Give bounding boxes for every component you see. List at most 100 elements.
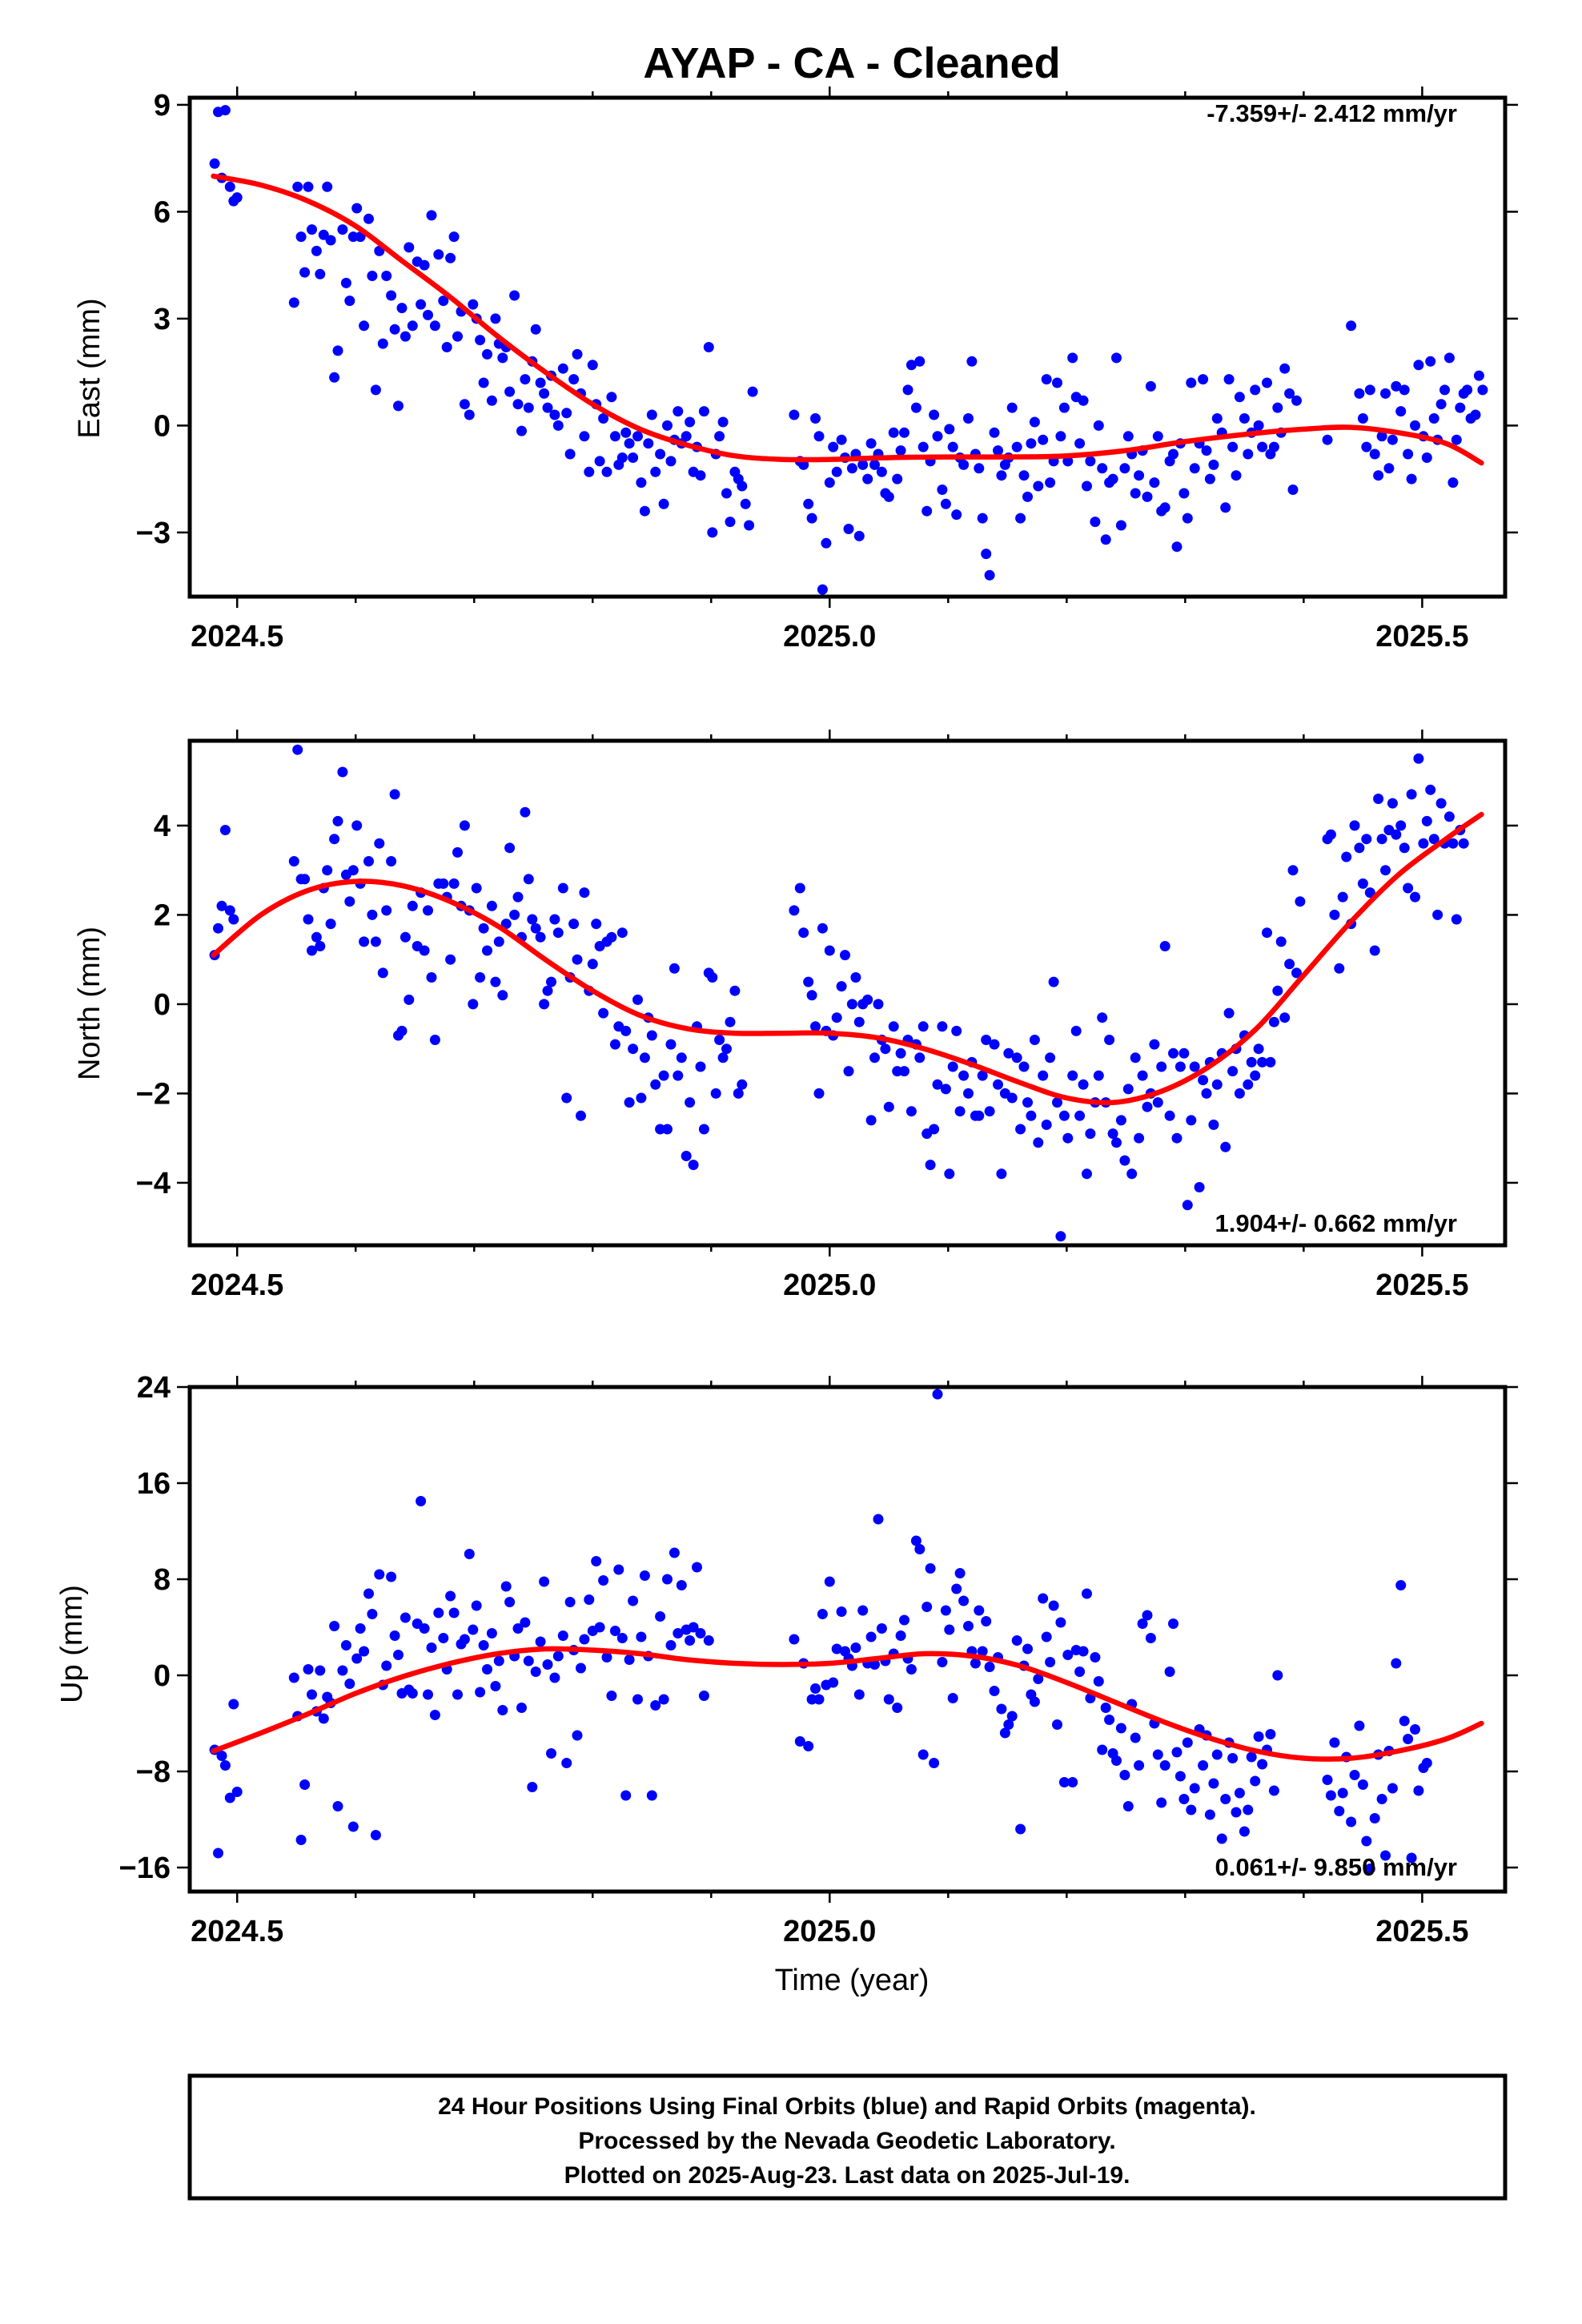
east-data-point [1234, 392, 1245, 403]
up-data-point [1325, 1790, 1336, 1801]
east-data-point [958, 459, 970, 470]
north-data-point [224, 905, 235, 916]
north-data-point [1104, 1035, 1115, 1045]
north-data-point [650, 1079, 661, 1090]
east-data-point [1257, 441, 1268, 452]
up-data-point [523, 1655, 534, 1667]
east-data-point [681, 431, 692, 442]
up-data-point [1115, 1723, 1126, 1734]
north-data-point [1421, 815, 1432, 826]
up-data-point [539, 1576, 550, 1587]
north-data-point [1208, 1120, 1219, 1130]
up-data-point [1152, 1749, 1163, 1760]
up-data-point [632, 1694, 643, 1705]
north-data-point [843, 1066, 854, 1077]
north-data-point [1134, 1132, 1145, 1144]
east-data-point [984, 569, 995, 581]
up-data-point [1265, 1729, 1276, 1739]
north-data-point [673, 1070, 684, 1081]
up-data-point [216, 1751, 227, 1761]
east-data-point [1369, 448, 1380, 460]
up-data-point [1413, 1785, 1424, 1796]
north-data-point [609, 1039, 620, 1050]
up-data-point [824, 1576, 835, 1587]
up-data-point [1208, 1778, 1219, 1789]
up-y-tick-label: −8 [136, 1755, 171, 1789]
east-data-point [1208, 459, 1219, 470]
north-data-point [213, 923, 223, 934]
north-data-point [1432, 909, 1443, 920]
east-data-point [303, 181, 314, 192]
east-data-point [568, 374, 580, 385]
up-data-point [459, 1634, 470, 1645]
north-data-point [363, 856, 374, 866]
up-data-point [806, 1694, 817, 1705]
east-data-point [426, 210, 437, 221]
up-data-point [1074, 1667, 1086, 1677]
east-data-point [509, 290, 520, 301]
up-data-point [646, 1790, 657, 1801]
north-data-point [1149, 1039, 1160, 1050]
north-data-point [1078, 1079, 1089, 1090]
up-data-point [452, 1689, 463, 1700]
east-data-point [209, 158, 220, 169]
east-data-point [1149, 477, 1160, 489]
north-data-point [729, 985, 741, 996]
up-data-point [1395, 1580, 1407, 1590]
north-data-point [1354, 842, 1365, 854]
north-data-point [676, 1052, 687, 1063]
east-data-point [655, 448, 666, 460]
up-data-point [549, 1672, 560, 1683]
north-x-tick-label: 2025.5 [1375, 1269, 1468, 1302]
east-data-point [810, 413, 821, 424]
east-data-point [639, 505, 650, 517]
east-data-point [658, 498, 669, 509]
up-data-point [1406, 1852, 1417, 1864]
up-data-point [393, 1650, 404, 1660]
east-data-point [329, 372, 340, 383]
up-data-point [703, 1635, 714, 1646]
up-data-point [836, 1606, 847, 1617]
north-data-point [685, 1097, 696, 1108]
north-data-point [1026, 1110, 1037, 1121]
up-data-point [1168, 1618, 1178, 1629]
up-data-point [1022, 1643, 1033, 1655]
north-data-point [1018, 1061, 1030, 1072]
up-data-point [789, 1634, 800, 1645]
north-data-point [500, 919, 512, 930]
east-data-point [643, 438, 654, 449]
east-data-point [433, 249, 444, 260]
east-data-point [1322, 434, 1333, 445]
up-ylabel: Up (mm) [55, 1585, 89, 1703]
north-data-point [714, 1035, 725, 1045]
east-data-point [1406, 473, 1417, 485]
up-data-point [423, 1689, 433, 1700]
east-data-point [1387, 434, 1398, 445]
north-data-point [1447, 838, 1459, 849]
east-data-point [843, 524, 854, 534]
up-data-point [958, 1595, 970, 1606]
north-data-point [1220, 1141, 1231, 1152]
east-data-point [468, 299, 479, 310]
east-data-point [381, 271, 392, 281]
east-tick-labels: 2024.5 2025.0 2025.5 9 6 3 0 −3 [136, 86, 1518, 653]
east-data-point [344, 296, 355, 307]
east-data-point [311, 245, 322, 256]
north-data-point [665, 1039, 677, 1050]
east-data-point [1058, 402, 1070, 413]
east-data-point [917, 441, 929, 452]
north-data-point [572, 954, 583, 965]
up-data-point [947, 1693, 958, 1703]
north-data-point [1045, 1052, 1056, 1063]
north-data-point [1011, 1052, 1022, 1063]
up-data-point [224, 1792, 235, 1803]
up-data-point [688, 1622, 699, 1633]
east-data-point [1189, 463, 1200, 474]
east-data-point [423, 309, 433, 320]
north-data-point [963, 1088, 974, 1099]
up-data-point [561, 1758, 572, 1768]
east-fit-curve [211, 173, 1484, 466]
east-data-point [828, 441, 839, 452]
north-data-point [1041, 1120, 1052, 1130]
up-data-point [363, 1588, 374, 1599]
